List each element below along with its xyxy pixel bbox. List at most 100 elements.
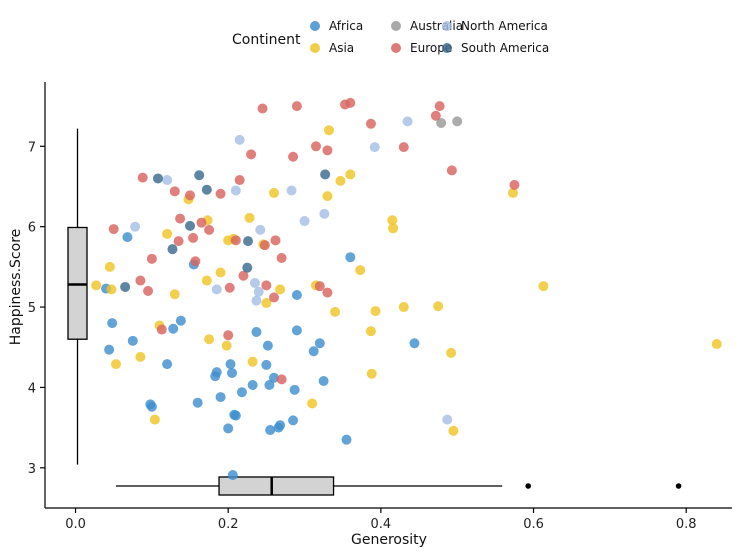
point-south-america — [242, 262, 253, 273]
point-africa — [122, 232, 133, 243]
point-africa — [236, 387, 247, 398]
point-europe — [276, 374, 287, 385]
legend-key — [391, 43, 401, 53]
point-europe — [322, 287, 333, 298]
point-south-america — [320, 169, 331, 180]
point-asia — [91, 280, 102, 291]
point-asia — [221, 340, 232, 351]
legend-key — [391, 21, 401, 31]
x-box-outlier — [675, 483, 682, 489]
point-africa — [230, 410, 241, 421]
point-asia — [247, 356, 258, 367]
point-north-america — [255, 224, 266, 235]
point-asia — [345, 169, 356, 180]
y-tick-label: 4 — [28, 381, 36, 396]
point-africa — [215, 392, 226, 403]
point-europe — [135, 275, 146, 286]
point-europe — [173, 236, 184, 247]
point-asia — [204, 334, 215, 345]
point-europe — [190, 256, 201, 267]
x-tick-label: 0.4 — [371, 517, 392, 532]
point-africa — [127, 335, 138, 346]
x-tick-label: 0.8 — [676, 517, 697, 532]
point-north-america — [402, 116, 413, 127]
point-europe — [270, 235, 281, 246]
point-europe — [188, 232, 199, 243]
point-north-america — [369, 142, 380, 153]
point-europe — [509, 179, 520, 190]
point-asia — [244, 212, 255, 223]
point-south-america — [201, 184, 212, 195]
point-europe — [291, 101, 302, 112]
point-europe — [185, 190, 196, 201]
legend-label: North America — [461, 19, 548, 33]
point-europe — [204, 224, 215, 235]
point-south-america — [243, 236, 254, 247]
data-points — [91, 97, 722, 481]
y-axis-title: Happiness.Score — [8, 229, 24, 346]
point-asia — [149, 414, 160, 425]
point-asia — [135, 351, 146, 362]
point-south-america — [185, 220, 196, 231]
point-europe — [175, 213, 186, 224]
point-asia — [387, 215, 398, 226]
y-tick-label: 3 — [28, 462, 36, 477]
legend-label: Australia — [410, 19, 463, 33]
point-asia — [365, 326, 376, 337]
point-asia — [162, 228, 173, 239]
point-europe — [276, 253, 287, 264]
marginal-boxplots — [67, 128, 682, 496]
point-north-america — [319, 208, 330, 219]
point-europe — [269, 292, 279, 303]
point-africa — [308, 346, 319, 357]
point-north-america — [251, 295, 262, 306]
point-asia — [322, 191, 333, 202]
point-africa — [211, 367, 222, 378]
point-europe — [345, 97, 356, 108]
point-north-america — [230, 185, 241, 196]
point-asia — [366, 368, 377, 379]
point-asia — [201, 275, 212, 286]
point-north-america — [211, 284, 222, 295]
x-axis-title: Generosity — [351, 532, 427, 548]
point-africa — [291, 325, 302, 336]
point-north-america — [299, 216, 310, 227]
point-asia — [106, 284, 117, 295]
legend-label: Asia — [329, 41, 354, 55]
point-south-america — [120, 281, 131, 292]
point-asia — [330, 306, 341, 317]
point-africa — [225, 359, 236, 370]
point-africa — [107, 318, 118, 329]
y-tick-label: 6 — [28, 221, 36, 236]
point-asia — [370, 306, 381, 317]
point-africa — [291, 290, 302, 300]
axes: 0.0 0.2 0.4 0.6 0.8 3 4 5 6 7 — [28, 82, 732, 532]
legend-title: Continent — [232, 32, 301, 48]
legend-key — [310, 21, 320, 31]
point-north-america — [286, 185, 297, 196]
point-asia — [448, 425, 459, 436]
point-europe — [322, 145, 333, 156]
point-south-america — [167, 244, 178, 255]
legend-key — [442, 21, 452, 31]
point-asia — [335, 175, 346, 186]
point-africa — [227, 470, 238, 481]
point-europe — [146, 253, 157, 264]
point-africa — [247, 380, 258, 391]
point-europe — [430, 110, 441, 121]
point-europe — [257, 103, 268, 114]
point-africa — [314, 338, 325, 349]
point-europe — [137, 172, 148, 183]
point-africa — [162, 359, 173, 370]
point-africa — [341, 434, 352, 445]
point-europe — [288, 151, 299, 162]
point-europe — [446, 165, 457, 176]
point-asia — [398, 302, 409, 313]
point-south-america — [152, 173, 163, 184]
point-asia — [269, 187, 279, 198]
point-europe — [261, 280, 272, 291]
point-north-america — [442, 414, 453, 425]
point-north-america — [249, 277, 260, 288]
